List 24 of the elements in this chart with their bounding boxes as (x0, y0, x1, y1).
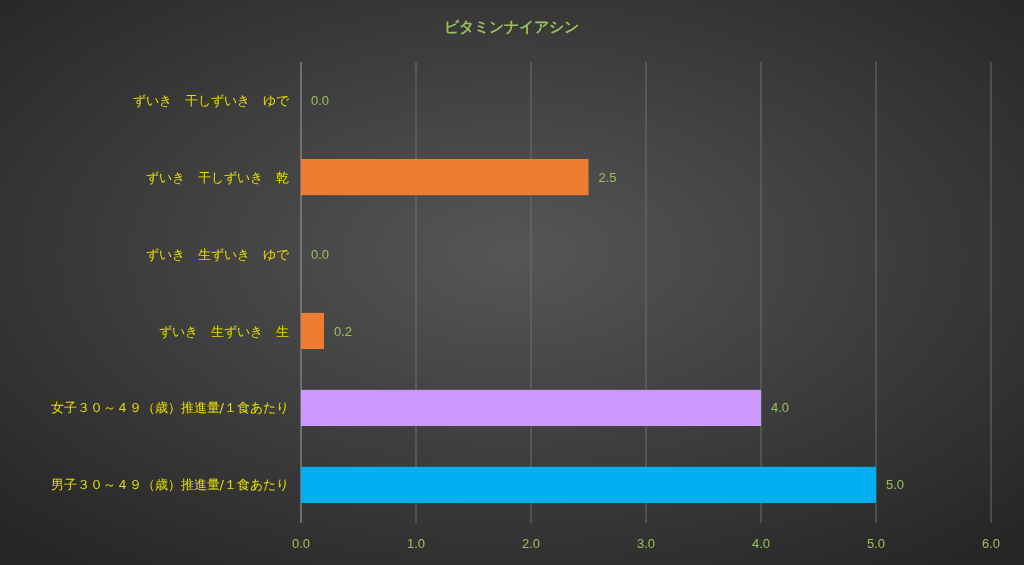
x-tick-label: 1.0 (406, 536, 426, 551)
bar (301, 389, 761, 427)
data-label: 0.0 (311, 246, 330, 262)
x-tick-label: 5.0 (866, 536, 886, 551)
bar (301, 466, 876, 503)
y-tick-label: 女子３０～４９（歳）推進量/１食あたり (50, 400, 289, 416)
data-label: 5.0 (886, 477, 905, 493)
y-tick-label: ずいき 干しずいき ゆで (133, 92, 290, 108)
y-tick-label: 男子３０～４９（歳）推進量/１食あたり (50, 477, 289, 493)
x-tick-label: 0.0 (291, 536, 311, 551)
data-label: 2.5 (598, 169, 617, 185)
data-label: 0.0 (311, 92, 330, 108)
data-label: 4.0 (771, 400, 790, 416)
x-tick-label: 2.0 (521, 536, 541, 551)
x-tick-label: 4.0 (751, 536, 771, 551)
x-tick-label: 3.0 (636, 536, 656, 551)
x-tick-label: 6.0 (981, 536, 1001, 551)
data-label: 0.2 (334, 323, 353, 339)
bar (301, 158, 589, 196)
y-tick-label: ずいき 生ずいき 生 (159, 323, 289, 339)
bar (301, 312, 324, 350)
chart-title: ビタミンナイアシン (443, 18, 579, 36)
y-tick-label: ずいき 生ずいき ゆで (146, 246, 290, 262)
y-tick-label: ずいき 干しずいき 乾 (146, 169, 289, 185)
